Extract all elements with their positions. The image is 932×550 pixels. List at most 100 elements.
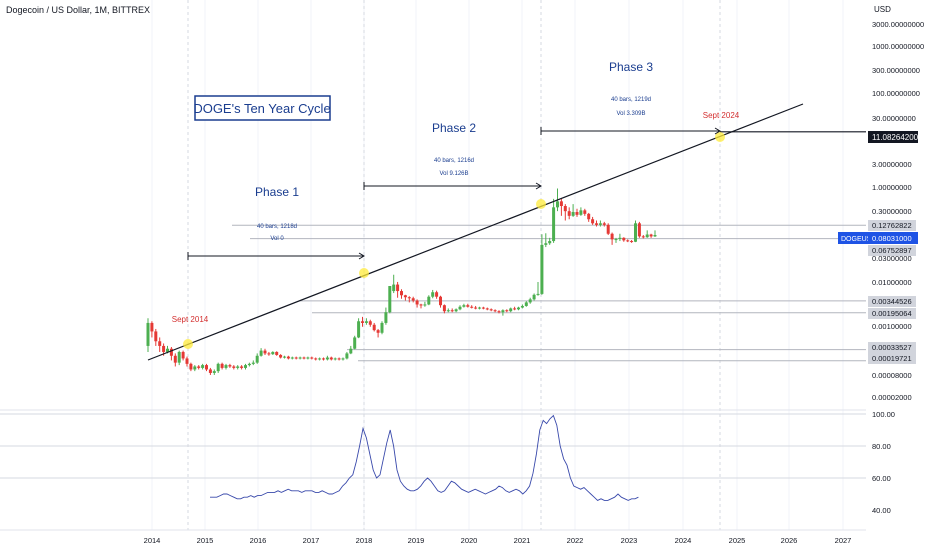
candle	[587, 212, 591, 222]
year-label: 2027	[835, 536, 852, 545]
price-tick: 3.00000000	[872, 160, 912, 169]
chart-grid	[0, 0, 866, 531]
price-tick: 0.00344526	[872, 297, 912, 306]
candle	[322, 357, 325, 361]
year-label: 2022	[567, 536, 584, 545]
candle	[540, 234, 544, 295]
candle	[279, 354, 283, 359]
candle-body	[247, 363, 251, 366]
candle	[380, 321, 384, 335]
candle-body	[325, 357, 329, 360]
year-label: 2016	[250, 536, 267, 545]
candle-body	[290, 357, 294, 359]
candle-body	[302, 357, 306, 359]
candle	[290, 356, 294, 360]
candle	[536, 281, 540, 296]
candle-body	[337, 358, 341, 360]
candle-body	[201, 365, 205, 368]
price-tick: 0.00002000	[872, 393, 912, 402]
candle	[208, 367, 212, 375]
candle-body	[205, 365, 208, 370]
candle-body	[236, 366, 240, 368]
candle-body	[193, 366, 197, 370]
candle-body	[641, 236, 645, 238]
candle-body	[626, 240, 630, 242]
candle	[520, 304, 524, 309]
phase-range-arrow	[714, 127, 721, 135]
candle-body	[524, 302, 528, 306]
candle	[325, 355, 329, 361]
candle	[622, 237, 626, 242]
candle-body	[653, 235, 657, 237]
candle	[286, 355, 290, 360]
cycle-point-marker	[715, 132, 725, 142]
candle	[481, 306, 485, 310]
candle-body	[579, 210, 583, 215]
horizontal-levels	[232, 131, 866, 362]
candle-body	[454, 309, 458, 312]
candle	[341, 357, 345, 361]
candle	[201, 363, 205, 370]
title-frame	[194, 95, 331, 121]
title-box: DOGE's Ten Year Cycle	[193, 95, 331, 121]
candle	[442, 304, 446, 314]
candle	[259, 348, 263, 357]
candle	[493, 309, 497, 313]
candle	[641, 235, 645, 239]
candle	[446, 308, 450, 313]
candle-body	[185, 358, 189, 364]
price-tick: 30.00000000	[872, 114, 916, 123]
candle-body	[485, 308, 489, 310]
candle-body	[509, 308, 513, 312]
candle-body	[419, 304, 423, 306]
candle-body	[466, 305, 470, 307]
candle-body	[181, 351, 185, 359]
candle-body	[411, 298, 415, 301]
candle	[306, 356, 310, 360]
candle-body	[380, 322, 384, 333]
candle-body	[376, 330, 380, 333]
candle-body	[552, 207, 556, 242]
candle-body	[427, 296, 431, 305]
candle-body	[618, 237, 622, 240]
time-axis: 2014 2015 2016 2017 2018 2019 2020 2021 2022 2023…	[144, 536, 852, 545]
candle	[337, 357, 341, 361]
candle	[649, 233, 653, 238]
candle-body	[567, 211, 571, 216]
candle	[606, 223, 610, 236]
price-tick: 0.00033527	[872, 343, 912, 352]
candle	[563, 204, 567, 221]
candle	[298, 356, 302, 360]
candle-body	[532, 294, 536, 300]
candle	[497, 310, 501, 314]
candle-body	[333, 358, 337, 360]
candle	[345, 351, 349, 360]
candle	[583, 208, 587, 216]
year-label: 2025	[729, 536, 746, 545]
candle-body	[481, 307, 485, 309]
year-label: 2021	[514, 536, 531, 545]
candle	[158, 337, 162, 352]
candle	[431, 289, 435, 299]
candle-body	[470, 306, 474, 308]
candle	[267, 351, 271, 356]
candle	[392, 274, 396, 294]
candle-body	[392, 284, 396, 292]
candle	[329, 356, 333, 361]
candle	[333, 357, 337, 361]
chart-title: DOGE's Ten Year Cycle	[193, 101, 330, 116]
candle	[283, 355, 286, 359]
candle	[595, 220, 598, 227]
candle	[517, 306, 520, 311]
candle-body	[591, 219, 595, 224]
candle-body	[251, 362, 255, 364]
price-tick: 0.03000000	[872, 254, 912, 263]
candle-body	[263, 350, 267, 354]
candle-body	[228, 365, 232, 367]
price-tick: 0.30000000	[872, 207, 912, 216]
candle-body	[645, 234, 649, 238]
candle-body	[556, 201, 559, 208]
candle-body	[244, 365, 247, 368]
candle-body	[283, 356, 286, 358]
candle	[478, 306, 481, 310]
